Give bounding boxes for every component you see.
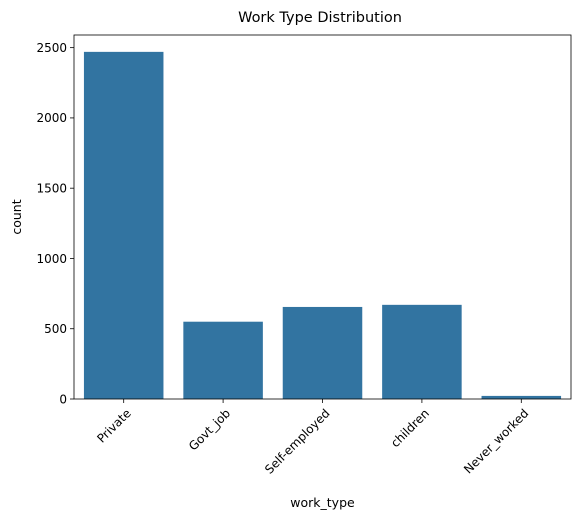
x-tick-label: Never_worked (461, 406, 531, 476)
y-axis-label: count (9, 199, 24, 234)
chart-title: Work Type Distribution (238, 10, 402, 26)
y-axis: 0 500 1000 1500 2000 2500 (36, 41, 74, 406)
x-tick-label: Private (94, 406, 133, 445)
x-tick-label: children (388, 406, 432, 450)
y-tick-label: 500 (44, 322, 67, 336)
plot-frame (73, 34, 572, 400)
y-tick-label: 2500 (36, 41, 67, 55)
y-tick-label: 1000 (36, 252, 67, 266)
x-tick-label: Self-employed (262, 406, 333, 477)
bar-govt-job (183, 321, 263, 399)
y-tick-label: 0 (59, 392, 67, 406)
bars-layer (83, 51, 562, 399)
bar-children (382, 304, 462, 399)
bar-private (83, 51, 164, 399)
y-tick-label: 2000 (36, 111, 67, 125)
x-tick-label: Govt_job (186, 406, 233, 453)
y-tick-label: 1500 (36, 181, 67, 195)
x-axis-label: work_type (290, 495, 355, 510)
bar-never-worked (481, 395, 562, 399)
x-axis: Private Govt_job Self-employed children Neve… (94, 399, 531, 477)
bar-self-employed (282, 306, 363, 399)
